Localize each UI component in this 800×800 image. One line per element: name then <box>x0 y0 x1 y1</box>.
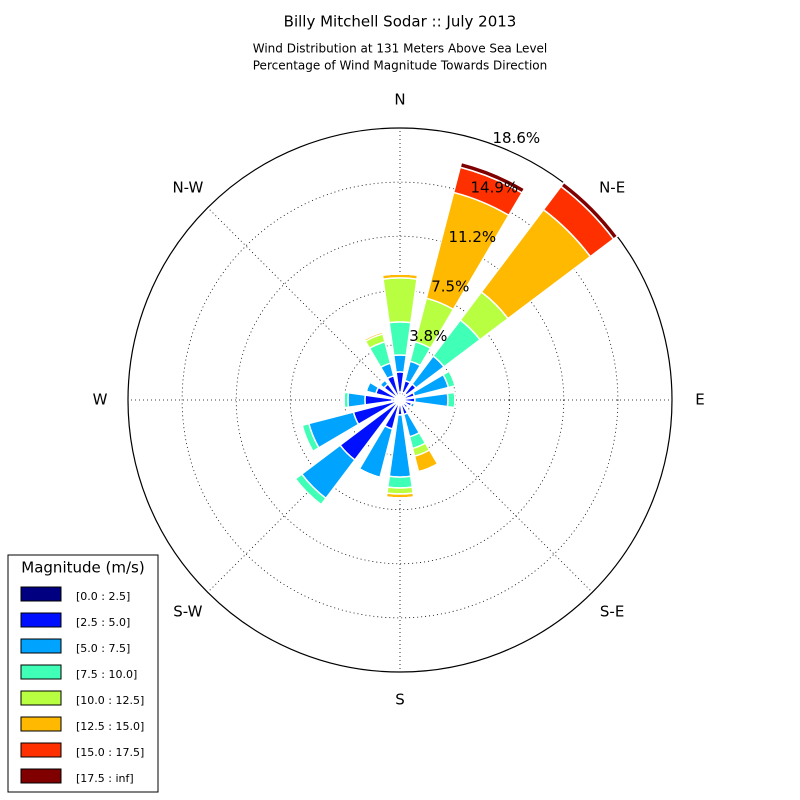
rose-segment <box>448 370 456 386</box>
legend-label: [0.0 : 2.5] <box>76 590 130 603</box>
legend-label: [2.5 : 5.0] <box>76 616 130 629</box>
legend-label: [7.5 : 10.0] <box>76 668 137 681</box>
direction-label: N-W <box>172 178 203 196</box>
radial-tick-label: 18.6% <box>492 129 540 147</box>
direction-label: S-W <box>173 603 202 621</box>
legend-label: [10.0 : 12.5] <box>76 694 144 707</box>
radial-tick-label: 7.5% <box>431 278 469 296</box>
legend-label: [17.5 : inf] <box>76 772 134 785</box>
direction-label: W <box>93 391 108 409</box>
radial-tick-label: 3.8% <box>409 327 447 345</box>
rose-segment <box>446 391 456 409</box>
legend-swatch <box>20 586 62 602</box>
direction-label: N-E <box>599 178 625 196</box>
direction-label: E <box>695 391 704 409</box>
legend-swatch <box>20 768 62 784</box>
legend-title: Magnitude (m/s) <box>21 559 144 577</box>
rose-segment <box>365 381 380 395</box>
radial-grid-line <box>207 399 401 593</box>
rose-segment <box>343 392 346 408</box>
legend-label: [5.0 : 7.5] <box>76 642 130 655</box>
outer-circle <box>127 127 673 673</box>
legend-swatch <box>20 742 62 758</box>
chart-subtitle: Percentage of Wind Magnitude Towards Dir… <box>253 59 547 73</box>
legend-swatch <box>20 638 62 654</box>
legend-swatch <box>20 716 62 732</box>
rose-segment <box>388 321 412 357</box>
direction-label: S-E <box>600 603 624 621</box>
rose-segment <box>418 463 439 473</box>
grid-circle <box>235 235 565 565</box>
radial-grid-line <box>207 207 401 401</box>
legend-swatch <box>20 690 62 706</box>
legend-swatch <box>20 612 62 628</box>
rose-segment <box>559 181 619 241</box>
rose-segment <box>453 392 456 408</box>
direction-label: N <box>394 91 405 109</box>
legend-label: [15.0 : 17.5] <box>76 746 144 759</box>
rose-segment <box>386 475 414 489</box>
radial-tick-label: 11.2% <box>448 228 496 246</box>
rose-segment <box>294 478 322 506</box>
rose-segment <box>347 391 367 409</box>
direction-label: S <box>395 691 405 709</box>
radial-grid-line <box>399 399 593 593</box>
legend-swatch <box>20 664 62 680</box>
rose-segment <box>382 277 418 324</box>
radial-tick-label: 14.9% <box>470 179 518 197</box>
rose-segment <box>459 161 526 194</box>
legend-label: [12.5 : 15.0] <box>76 720 144 733</box>
grid-circle <box>181 181 619 619</box>
chart-subtitle: Wind Distribution at 131 Meters Above Se… <box>253 42 548 56</box>
rose-segment <box>392 354 408 374</box>
chart-title: Billy Mitchell Sodar :: July 2013 <box>284 13 517 31</box>
